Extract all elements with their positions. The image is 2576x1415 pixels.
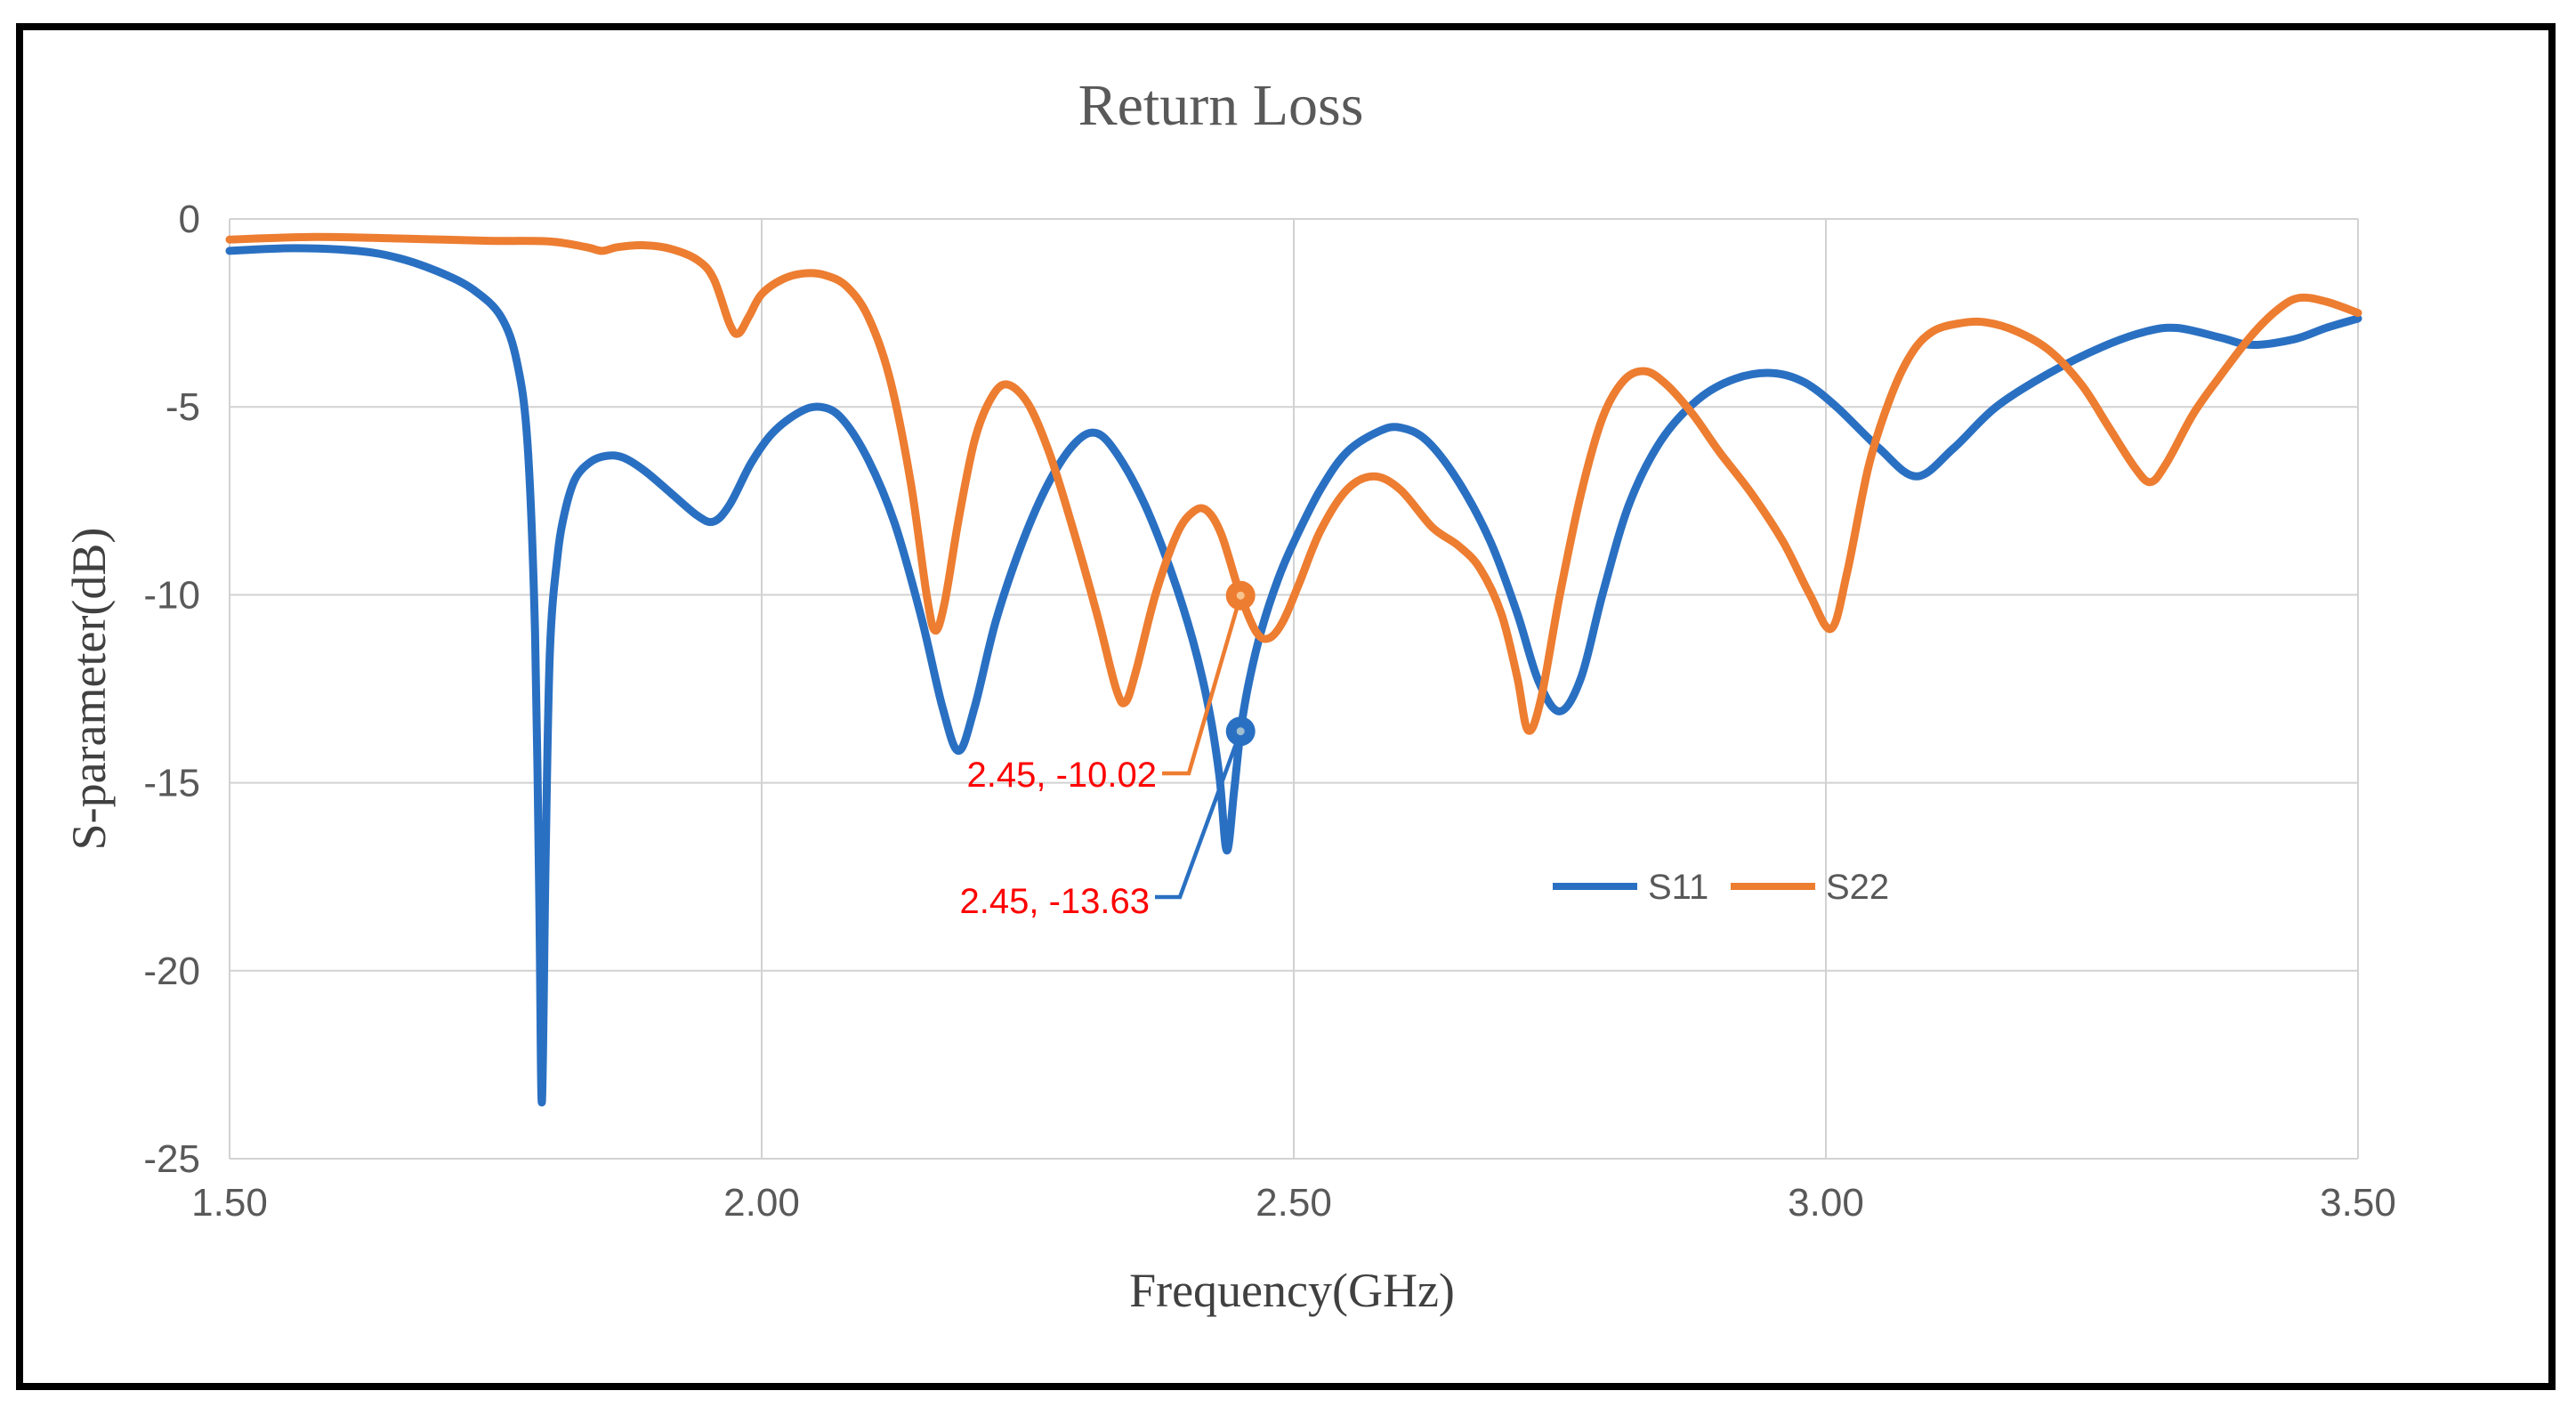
y-axis-title: S-parameter(dB): [62, 528, 116, 851]
data-markers-layer: [1225, 580, 1256, 747]
annotation-leader-s22: [1162, 594, 1243, 776]
y-tick-label: -25: [143, 1137, 200, 1181]
y-tick-label: -20: [143, 950, 200, 993]
legend[interactable]: S11 S22: [1553, 868, 1889, 907]
x-tick-label: 2.00: [723, 1181, 800, 1225]
x-tick-label: 3.00: [1788, 1181, 1864, 1225]
y-tick-label: -15: [143, 762, 200, 805]
x-axis-title: Frequency(GHz): [1129, 1264, 1455, 1317]
series-curve-s11[interactable]: [225, 244, 2362, 1107]
series-curve-s22[interactable]: [225, 232, 2362, 735]
legend-label-s22[interactable]: S22: [1826, 868, 1889, 907]
annotation-s11-value[interactable]: 2.45, -13.63: [960, 882, 1151, 921]
data-marker-highlight: [1236, 727, 1245, 736]
annotation-s22-value[interactable]: 2.45, -10.02: [967, 756, 1158, 795]
y-tick-label: -5: [166, 385, 200, 429]
series-layer: [225, 232, 2362, 1107]
x-tick-label: 3.50: [2320, 1181, 2396, 1225]
gridlines-layer: [229, 218, 2359, 1160]
data-marker-highlight: [1236, 591, 1245, 600]
chart-title[interactable]: Return Loss: [1078, 73, 1364, 138]
y-tick-label: 0: [179, 198, 200, 241]
y-tick-label: -10: [143, 573, 200, 617]
tick-labels-layer: 0 -5 -10 -15 -20 -251.50 2.00 2.50 3.00 3.50: [143, 198, 2395, 1225]
x-tick-label: 2.50: [1256, 1181, 1332, 1225]
legend-label-s11[interactable]: S11: [1648, 868, 1708, 907]
figure-border: [16, 23, 2556, 1390]
annotation-leader-s11: [1155, 730, 1243, 900]
x-tick-label: 1.50: [191, 1181, 268, 1225]
annotation-leaders-layer: [1155, 594, 1243, 900]
